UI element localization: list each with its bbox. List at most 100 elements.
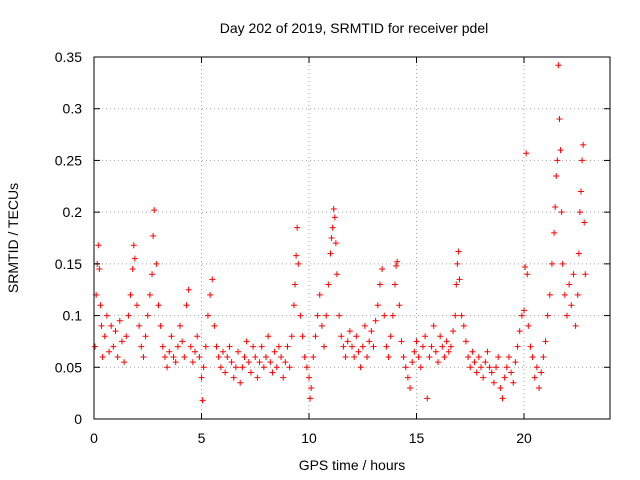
- data-point: [344, 338, 351, 345]
- data-point: [527, 343, 534, 350]
- data-point: [265, 333, 272, 340]
- data-point: [327, 250, 334, 257]
- data-point: [518, 312, 525, 319]
- data-point: [159, 343, 166, 350]
- data-point: [258, 343, 265, 350]
- data-point: [575, 250, 582, 257]
- data-point: [306, 374, 312, 381]
- data-point: [146, 291, 153, 298]
- data-point: [521, 307, 527, 314]
- data-point: [217, 364, 224, 371]
- data-point: [574, 291, 581, 298]
- data-point: [209, 276, 216, 283]
- data-point: [353, 333, 360, 340]
- data-point: [101, 333, 108, 340]
- data-point: [428, 343, 435, 350]
- data-point: [404, 374, 411, 381]
- data-point: [478, 364, 484, 371]
- data-point: [131, 255, 138, 262]
- data-point: [330, 206, 337, 213]
- data-point: [151, 207, 158, 214]
- y-tick-label: 0.1: [63, 308, 83, 324]
- data-point: [110, 343, 117, 350]
- data-point: [108, 322, 115, 329]
- data-point: [411, 348, 418, 355]
- data-point: [383, 343, 390, 350]
- data-point: [531, 374, 538, 381]
- data-point: [207, 291, 214, 298]
- data-point: [501, 374, 508, 381]
- data-point: [96, 266, 103, 273]
- data-point: [495, 353, 502, 360]
- data-point: [202, 343, 209, 350]
- data-point: [112, 328, 119, 335]
- data-point: [393, 262, 400, 269]
- data-point: [402, 364, 409, 371]
- data-point: [114, 353, 121, 360]
- data-point: [445, 348, 452, 355]
- data-point: [553, 172, 560, 179]
- data-point: [480, 374, 487, 381]
- data-point: [437, 333, 444, 340]
- data-point: [400, 353, 407, 360]
- data-points: [92, 62, 589, 404]
- data-point: [516, 328, 523, 335]
- data-point: [385, 353, 392, 360]
- data-point: [318, 322, 325, 329]
- data-point: [533, 364, 540, 371]
- data-point: [524, 271, 531, 278]
- data-point: [179, 338, 186, 345]
- data-point: [413, 338, 420, 345]
- data-point: [372, 317, 379, 324]
- data-point: [211, 322, 218, 329]
- data-point: [121, 359, 128, 366]
- data-point: [460, 322, 467, 329]
- data-point: [284, 343, 291, 350]
- data-point: [525, 322, 532, 329]
- data-point: [561, 291, 568, 298]
- data-point: [292, 281, 299, 288]
- data-point: [177, 322, 183, 329]
- data-point: [475, 353, 482, 360]
- data-point: [294, 224, 301, 231]
- y-tick-label: 0.25: [55, 152, 82, 168]
- data-point: [288, 333, 295, 340]
- data-point: [422, 333, 429, 340]
- data-point: [301, 353, 308, 360]
- x-tick-label: 0: [90, 430, 98, 446]
- data-point: [376, 281, 383, 288]
- data-point: [471, 359, 478, 366]
- data-point: [220, 348, 226, 355]
- data-point: [118, 338, 125, 345]
- data-point: [130, 242, 137, 249]
- data-point: [185, 286, 192, 293]
- data-point: [150, 232, 157, 239]
- data-point: [432, 348, 439, 355]
- data-point: [263, 353, 269, 360]
- data-point: [398, 338, 405, 345]
- data-point: [174, 343, 181, 350]
- data-point: [307, 395, 314, 402]
- data-point: [333, 271, 340, 278]
- data-point: [153, 260, 160, 267]
- data-point: [260, 364, 267, 371]
- data-point: [505, 353, 512, 360]
- data-point: [129, 266, 136, 273]
- data-point: [273, 364, 280, 371]
- data-point: [198, 374, 205, 381]
- data-point: [486, 364, 493, 371]
- data-point: [332, 240, 339, 247]
- data-point: [310, 353, 317, 360]
- data-point: [232, 364, 239, 371]
- data-point: [349, 343, 355, 350]
- data-point: [579, 157, 586, 164]
- data-point: [314, 312, 321, 319]
- data-point: [340, 343, 347, 350]
- data-point: [290, 302, 297, 309]
- data-point: [455, 248, 462, 255]
- data-point: [125, 312, 132, 319]
- data-point: [552, 203, 559, 210]
- data-point: [239, 364, 246, 371]
- data-point: [566, 281, 573, 288]
- x-tick-label: 20: [516, 430, 532, 446]
